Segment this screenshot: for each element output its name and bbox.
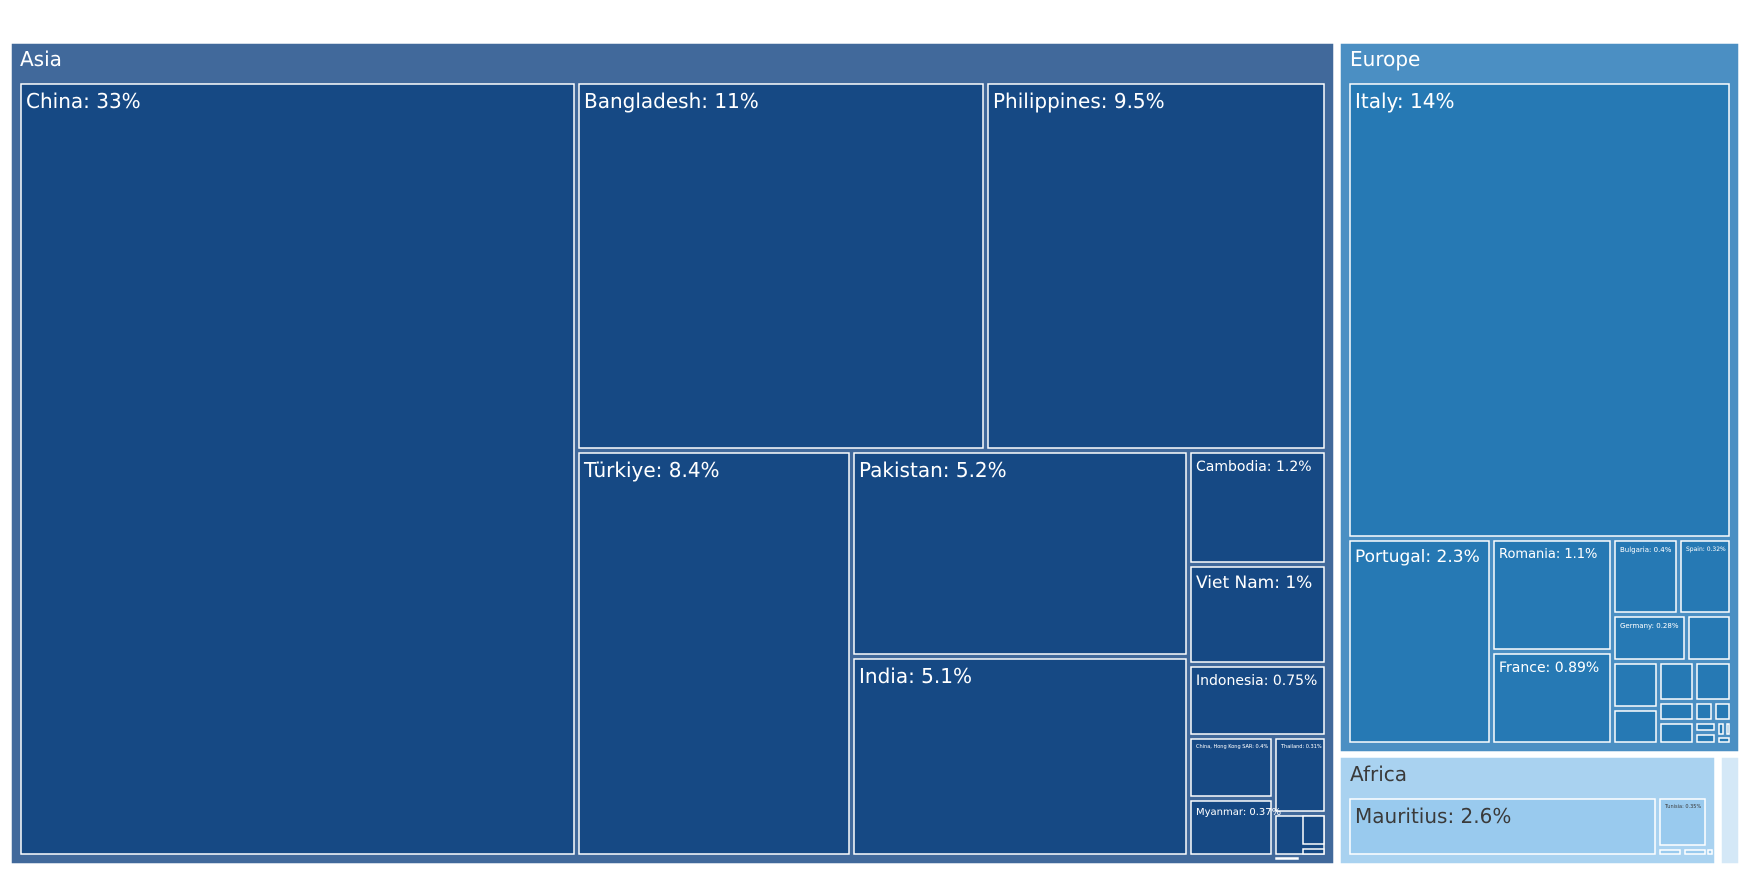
- group-title-europe: Europe: [1350, 47, 1420, 71]
- treemap-label-cambodia: Cambodia: 1.2%: [1196, 459, 1312, 475]
- treemap-cell-minor: [1660, 703, 1693, 720]
- treemap-label-romania: Romania: 1.1%: [1499, 547, 1597, 562]
- treemap-cell-minor: [1659, 849, 1681, 855]
- treemap-cell-bulgaria: [1614, 540, 1677, 613]
- treemap-cell-minor: [1660, 663, 1693, 700]
- treemap-cell-minor: [1696, 703, 1712, 720]
- treemap-cell-minor: [1684, 849, 1706, 855]
- treemap-cell-minor: [1660, 723, 1693, 743]
- treemap-cell-cambodia: [1190, 452, 1325, 563]
- treemap-label-t-rkiye: Türkiye: 8.4%: [583, 458, 720, 482]
- treemap-cell-india: [853, 658, 1187, 855]
- treemap-label-china-hong-kong-sar: China, Hong Kong SAR: 0.4%: [1196, 744, 1268, 750]
- treemap-label-spain: Spain: 0.32%: [1686, 546, 1726, 553]
- treemap-cell-minor: [1696, 734, 1715, 743]
- group-title-asia: Asia: [20, 47, 62, 71]
- treemap-cell-minor: [1696, 723, 1715, 731]
- treemap-cell-romania: [1493, 540, 1611, 650]
- treemap-cell-minor: [1718, 723, 1724, 735]
- treemap-label-pakistan: Pakistan: 5.2%: [859, 458, 1007, 482]
- treemap-label-germany: Germany: 0.28%: [1620, 622, 1679, 630]
- treemap-label-mauritius: Mauritius: 2.6%: [1355, 804, 1511, 828]
- treemap-cell-china-hong-kong-sar: [1190, 738, 1272, 797]
- treemap-cell-tunisia: [1659, 798, 1706, 846]
- treemap-cell-italy: [1349, 83, 1730, 537]
- treemap-cells: China: 33% Bangladesh: 11% Philippines: 9.…: [20, 83, 1730, 860]
- treemap-cell-china: [20, 83, 575, 855]
- treemap-cell-minor: [1718, 737, 1730, 743]
- treemap-cell-minor: [1688, 616, 1730, 660]
- treemap-cell-philippines: [987, 83, 1325, 449]
- treemap-cell-minor: [1275, 857, 1299, 860]
- treemap-cell-france: [1493, 653, 1611, 743]
- group-other-bg: [1720, 756, 1740, 865]
- treemap-label-italy: Italy: 14%: [1355, 89, 1454, 113]
- treemap-cell-minor: [1302, 848, 1325, 855]
- treemap-cell-minor: [1614, 663, 1657, 707]
- treemap-label-china: China: 33%: [26, 89, 141, 113]
- treemap-cell-spain: [1680, 540, 1730, 613]
- treemap-label-philippines: Philippines: 9.5%: [993, 89, 1165, 113]
- treemap-cell-thailand: [1275, 738, 1325, 812]
- treemap-label-india: India: 5.1%: [859, 664, 972, 688]
- treemap-cell-t-rkiye: [578, 452, 850, 855]
- treemap-label-viet-nam: Viet Nam: 1%: [1196, 573, 1312, 593]
- treemap-cell-minor: [1614, 710, 1657, 743]
- treemap-cell-indonesia: [1190, 666, 1325, 735]
- treemap-label-tunisia: Tunisia: 0.35%: [1664, 804, 1701, 810]
- treemap-cell-minor: [1302, 815, 1325, 845]
- treemap-cell-pakistan: [853, 452, 1187, 655]
- treemap-label-bangladesh: Bangladesh: 11%: [584, 89, 759, 113]
- treemap-cell-mauritius: [1349, 798, 1656, 855]
- treemap-cell-myanmar: [1190, 800, 1272, 855]
- treemap-cell-bangladesh: [578, 83, 984, 449]
- treemap-cell-minor: [1726, 723, 1730, 735]
- treemap-cell-germany: [1614, 616, 1685, 660]
- treemap-label-france: France: 0.89%: [1499, 660, 1599, 676]
- treemap-label-myanmar: Myanmar: 0.37%: [1196, 807, 1281, 818]
- treemap-cell-minor: [1715, 703, 1730, 720]
- group-title-africa: Africa: [1350, 762, 1407, 786]
- treemap-label-portugal: Portugal: 2.3%: [1355, 547, 1480, 567]
- treemap-label-bulgaria: Bulgaria: 0.4%: [1620, 546, 1672, 554]
- treemap-cell-minor: [1707, 849, 1713, 855]
- treemap-label-indonesia: Indonesia: 0.75%: [1196, 673, 1317, 689]
- treemap-cell-minor: [1696, 663, 1730, 700]
- treemap-label-thailand: Thailand: 0.31%: [1280, 744, 1322, 750]
- treemap-cell-portugal: [1349, 540, 1490, 743]
- treemap-cell-viet-nam: [1190, 566, 1325, 663]
